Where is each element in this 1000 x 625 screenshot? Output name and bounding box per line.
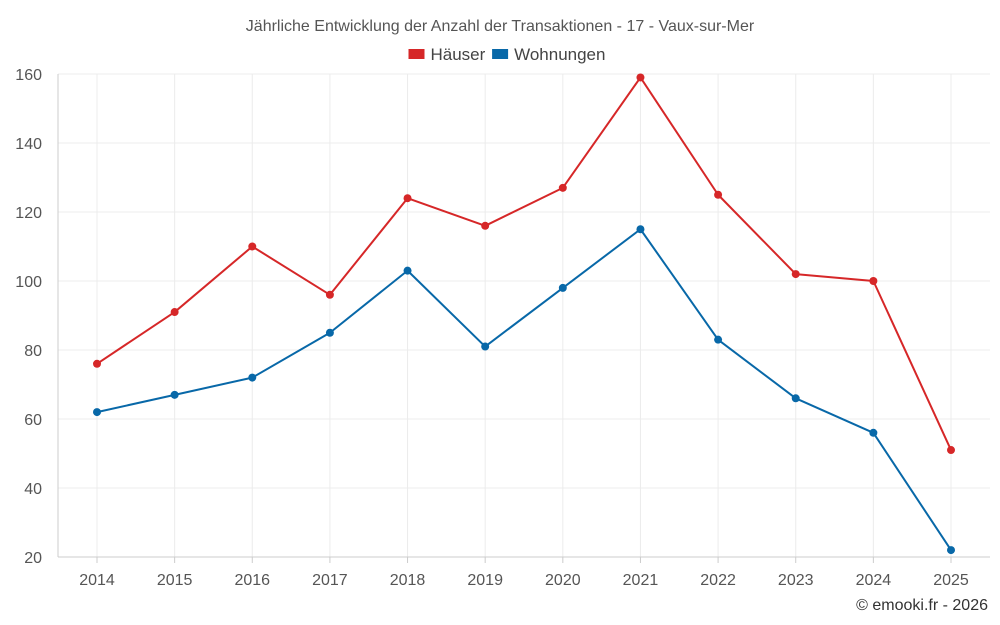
chart-title: Jährliche Entwicklung der Anzahl der Tra… (246, 18, 755, 35)
data-point[interactable] (248, 373, 257, 382)
data-point[interactable] (791, 394, 800, 403)
data-point[interactable] (869, 428, 878, 437)
series-line (96, 76, 952, 451)
x-tick-label: 2018 (390, 572, 426, 589)
y-tick-label: 100 (15, 274, 42, 291)
y-tick-label: 60 (24, 412, 42, 429)
y-tick-label: 20 (24, 550, 42, 567)
legend-item[interactable]: Häuser (408, 45, 486, 64)
x-tick-label: 2024 (856, 572, 892, 589)
data-point[interactable] (170, 390, 179, 399)
data-point[interactable] (714, 335, 723, 344)
x-tick-label: 2019 (467, 572, 503, 589)
legend-item[interactable]: Wohnungen (492, 45, 605, 64)
legend-swatch (492, 49, 509, 59)
legend-label: Wohnungen (514, 45, 605, 64)
data-point[interactable] (558, 183, 567, 192)
x-tick-label: 2023 (778, 572, 814, 589)
series-wohnungen (93, 225, 955, 555)
data-point[interactable] (325, 328, 334, 337)
data-point[interactable] (481, 342, 490, 351)
x-tick-label: 2017 (312, 572, 348, 589)
y-tick-label: 120 (15, 205, 42, 222)
data-point[interactable] (170, 308, 179, 317)
series-haeuser (93, 73, 955, 455)
axes: 20 40 60 80 100 120 140 160 2014 2015 2016 2017 2018… (15, 67, 990, 589)
data-point[interactable] (558, 283, 567, 292)
data-point[interactable] (403, 194, 412, 203)
data-point[interactable] (636, 225, 645, 234)
credit-text: © emooki.fr - 2026 (856, 597, 988, 614)
data-point[interactable] (248, 242, 257, 251)
legend-label: Häuser (431, 45, 486, 64)
data-point[interactable] (481, 221, 490, 230)
data-point[interactable] (636, 73, 645, 82)
y-tick-label: 160 (15, 67, 42, 84)
x-tick-label: 2025 (933, 572, 969, 589)
legend: Häuser Wohnungen (408, 45, 605, 64)
x-tick-label: 2016 (234, 572, 270, 589)
legend-swatch (408, 49, 425, 59)
y-tick-label: 40 (24, 481, 42, 498)
x-tick-label: 2021 (623, 572, 659, 589)
x-tick-label: 2022 (700, 572, 736, 589)
y-tick-label: 140 (15, 136, 42, 153)
data-point[interactable] (93, 408, 101, 417)
x-tick-label: 2014 (79, 572, 115, 589)
data-point[interactable] (791, 270, 800, 279)
data-point[interactable] (93, 359, 101, 368)
data-point[interactable] (869, 277, 878, 285)
x-tick-label: 2020 (545, 572, 581, 589)
series-line (96, 228, 952, 551)
data-point[interactable] (403, 266, 412, 275)
data-point[interactable] (714, 190, 723, 199)
data-point[interactable] (325, 290, 334, 299)
data-point[interactable] (947, 446, 955, 455)
data-point[interactable] (947, 546, 955, 555)
y-tick-label: 80 (24, 343, 42, 360)
grid (58, 73, 990, 557)
x-tick-label: 2015 (157, 572, 193, 589)
series-layer (93, 73, 955, 555)
